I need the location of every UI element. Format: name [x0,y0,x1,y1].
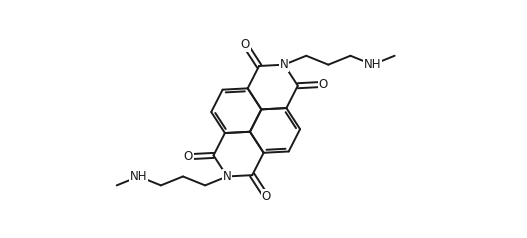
Text: O: O [261,190,270,203]
Text: O: O [184,150,193,163]
Text: NH: NH [130,170,148,183]
Text: N: N [223,170,231,183]
Text: O: O [318,78,327,91]
Text: NH: NH [364,58,382,71]
Text: O: O [241,39,250,51]
Text: N: N [280,58,288,71]
